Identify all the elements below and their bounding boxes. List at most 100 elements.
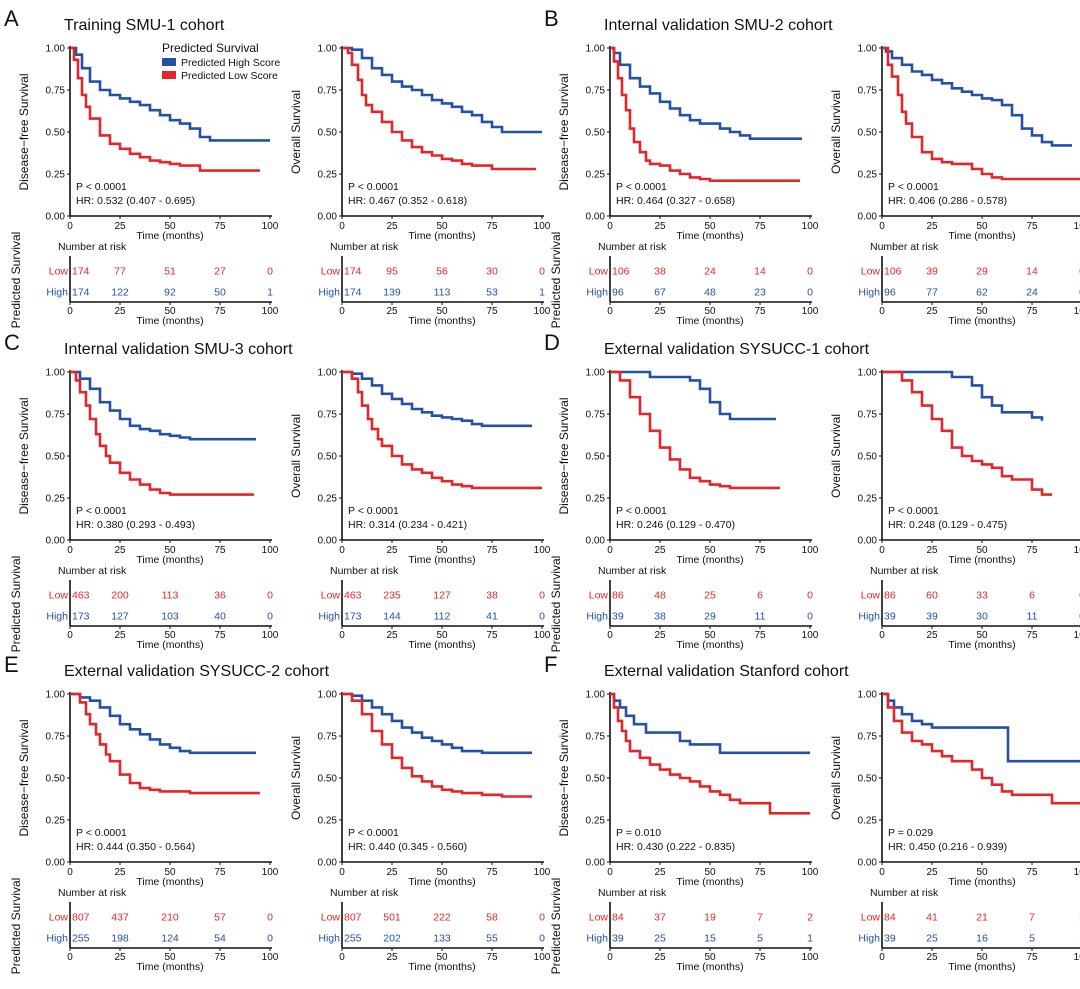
risk-x-tick-label: 50 [436,630,448,641]
risk-count-high: 112 [434,611,451,623]
risk-x-tick-label: 50 [164,306,176,317]
x-tick-label: 50 [704,867,716,878]
y-tick-label: 0.00 [46,858,66,869]
x-tick-label: 50 [436,545,448,556]
low-score-curve [342,692,532,798]
x-axis-label: Time (months) [948,876,1015,888]
risk-count-low: 95 [386,266,398,278]
risk-group-low-label: Low [49,590,69,602]
x-axis-label: Time (months) [948,230,1015,242]
risk-group-high-label: High [858,611,880,623]
number-at-risk-title: Number at risk [870,887,939,899]
risk-x-tick-label: 0 [879,630,885,641]
high-score-curve [70,46,270,142]
risk-x-tick-label: 0 [67,952,73,963]
x-tick-label: 100 [802,545,819,556]
risk-count-low: 30 [486,266,498,278]
x-tick-label: 25 [114,221,126,232]
risk-count-high: 1 [267,287,273,299]
hazard-ratio: HR: 0.246 (0.129 - 0.470) [616,519,735,531]
x-tick-label: 25 [654,545,666,556]
risk-group-high-label: High [858,287,880,299]
risk-x-tick-label: 75 [214,306,226,317]
risk-x-tick-label: 100 [802,630,819,641]
km-panel: F External validation Stanford cohort 0.00… [544,652,849,974]
risk-count-high: 0 [539,611,545,623]
risk-x-axis-label: Time (months) [408,315,475,327]
y-tick-label: 0.75 [318,732,338,743]
risk-count-high: 1 [539,287,545,299]
risk-x-tick-label: 75 [754,630,766,641]
risk-count-low: 0 [539,912,545,924]
panel-letter: F [544,652,557,677]
risk-group-high-label: High [46,287,68,299]
panel-title: External validation SYSUCC-1 cohort [604,341,870,358]
risk-group-high-label: High [46,611,68,623]
risk-group-high-label: High [586,933,608,945]
p-value: P < 0.0001 [616,505,667,517]
risk-count-high: 124 [161,933,179,945]
x-tick-label: 0 [339,545,345,556]
risk-count-low: 84 [612,912,624,924]
risk-x-tick-label: 75 [1026,952,1038,963]
y-axis-label: Disease−free Survival [557,719,571,836]
number-at-risk-title: Number at risk [58,887,127,899]
risk-count-low: 24 [704,266,716,278]
x-tick-label: 75 [1026,545,1038,556]
risk-x-tick-label: 25 [114,952,126,963]
y-axis-label: Disease−free Survival [17,397,31,514]
y-tick-label: 0.75 [586,86,606,97]
risk-group-high-label: High [858,933,880,945]
panel-letter: C [4,330,20,355]
x-tick-label: 100 [534,867,551,878]
risk-count-high: 38 [654,611,666,623]
x-axis-label: Time (months) [136,876,203,888]
y-tick-label: 1.00 [858,368,878,379]
risk-count-high: 139 [383,287,401,299]
x-tick-label: 50 [976,867,988,878]
risk-x-tick-label: 75 [1026,306,1038,317]
km-panel: A Training SMU-1 cohort 0.00 0.25 0.50 0.75 1.… [4,6,279,328]
x-axis-label: Time (months) [408,230,475,242]
risk-count-high: 39 [612,933,624,945]
risk-group-low-label: Low [861,912,881,924]
y-axis-label: Overall Survival [289,414,303,498]
panel-title: External validation SYSUCC-2 cohort [64,663,330,680]
risk-x-tick-label: 25 [114,306,126,317]
low-score-curve [882,370,1052,496]
risk-count-high: 198 [111,933,129,945]
x-axis-label: Time (months) [676,876,743,888]
legend: Predicted Survival Predicted High ScorePr… [162,41,280,82]
risk-count-low: 60 [926,590,938,602]
risk-x-tick-label: 0 [879,306,885,317]
x-tick-label: 100 [802,867,819,878]
risk-count-high: 103 [161,611,179,623]
x-tick-label: 100 [1074,545,1080,556]
panel-title: External validation Stanford cohort [604,663,849,680]
risk-count-high: 0 [807,287,813,299]
y-tick-label: 0.00 [858,858,878,869]
x-tick-label: 100 [1074,867,1080,878]
x-tick-label: 0 [879,867,885,878]
risk-x-tick-label: 25 [386,306,398,317]
risk-count-high: 173 [72,611,90,623]
risk-count-low: 33 [976,590,988,602]
risk-group-high-label: High [318,611,340,623]
y-axis-label: Overall Survival [829,736,843,820]
risk-count-low: 106 [884,266,902,278]
p-value: P = 0.029 [888,827,933,839]
legend-swatch-low [162,71,176,79]
risk-x-tick-label: 0 [67,306,73,317]
risk-x-tick-label: 75 [486,630,498,641]
risk-count-low: 14 [754,266,766,278]
y-tick-label: 0.00 [586,212,606,223]
risk-count-high: 0 [267,611,273,623]
high-score-curve [342,692,532,755]
risk-group-low-label: Low [589,590,609,602]
risk-x-axis-label: Time (months) [136,315,203,327]
risk-x-tick-label: 50 [164,952,176,963]
x-tick-label: 0 [339,221,345,232]
x-tick-label: 50 [164,545,176,556]
